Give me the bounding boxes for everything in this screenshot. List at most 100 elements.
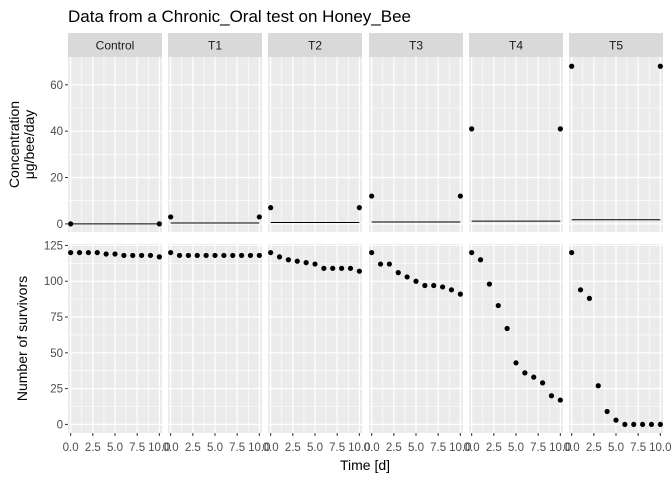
x-tick-label: 5.0: [307, 442, 323, 454]
facet-panel-concentration-t2: [268, 57, 362, 232]
data-point: [657, 421, 663, 428]
facet-panel-survivors-t3: 0.0 2.5 5.0 7.5 10.0: [364, 244, 472, 454]
data-point: [404, 274, 410, 280]
facet-strip-label: Control: [96, 39, 135, 53]
x-tick-label: 0.0: [364, 442, 380, 454]
data-point: [513, 360, 519, 366]
facet-strip-label: T5: [609, 39, 623, 53]
y-axis-concentration: 0 20 40 60: [50, 80, 68, 231]
data-point: [268, 249, 274, 256]
data-point: [395, 270, 401, 276]
data-point: [185, 252, 191, 259]
data-point: [486, 281, 492, 287]
y-axis-title: μg/bee/day: [21, 110, 37, 180]
y-tick-label: 25: [50, 384, 63, 396]
facet-panel-concentration-t3: [369, 57, 463, 232]
data-point: [276, 254, 283, 260]
data-point: [256, 252, 262, 259]
data-point: [230, 252, 236, 259]
y-tick-label: 0: [57, 419, 63, 431]
x-tick-label: 2.5: [85, 442, 101, 454]
data-point: [121, 252, 127, 259]
data-point: [303, 260, 309, 266]
data-point: [557, 397, 563, 403]
data-point: [631, 421, 637, 428]
data-point: [239, 252, 245, 259]
facet-strip-background: [68, 33, 162, 57]
data-point: [557, 126, 563, 132]
x-tick-label: 7.5: [530, 442, 546, 454]
facet-strip: Control: [68, 33, 162, 57]
data-point: [294, 258, 300, 264]
data-point: [221, 252, 227, 259]
data-point: [586, 295, 592, 302]
data-point: [431, 282, 437, 289]
data-point: [595, 383, 601, 389]
data-point: [377, 261, 384, 267]
x-tick-label: 5.0: [408, 442, 424, 454]
data-point: [347, 265, 354, 271]
x-tick-label: 2.5: [586, 442, 602, 454]
facet-panel-concentration-control: [68, 57, 162, 232]
facet-panel-survivors-t2: 0.0 2.5 5.0 7.5 10.0: [263, 244, 371, 454]
data-point: [613, 417, 619, 423]
data-point: [577, 287, 584, 293]
x-tick-label: 0.0: [163, 442, 179, 454]
data-point: [330, 265, 336, 271]
x-tick-label: 10.0: [649, 442, 671, 454]
data-point: [94, 249, 100, 256]
data-point: [369, 193, 375, 199]
facet-strip: T3: [369, 33, 463, 57]
data-point: [622, 421, 628, 428]
facet-strip-label: T2: [308, 39, 322, 53]
data-point: [448, 287, 455, 293]
facet-strip: T1: [168, 33, 262, 57]
data-point: [130, 252, 136, 259]
x-tick-label: 0.0: [464, 442, 480, 454]
data-point: [413, 278, 419, 284]
data-point: [147, 252, 154, 259]
facet-strip-background: [469, 33, 563, 57]
data-point: [604, 408, 610, 415]
x-tick-label: 7.5: [129, 442, 145, 454]
data-point: [85, 249, 91, 256]
data-point: [268, 205, 274, 211]
x-tick-label: 10.0: [148, 442, 170, 454]
data-point: [139, 252, 145, 259]
facet-strip: T4: [469, 33, 563, 57]
data-point: [312, 261, 318, 267]
data-point: [212, 252, 218, 259]
y-axis-title: Number of survivors: [14, 276, 30, 401]
data-point: [531, 374, 537, 380]
data-point: [203, 252, 209, 259]
data-point: [569, 63, 575, 69]
y-axis-title: Concentration: [6, 101, 22, 188]
data-point: [68, 221, 74, 227]
data-point: [156, 254, 162, 260]
x-tick-label: 7.5: [329, 442, 345, 454]
facet-strip-background: [569, 33, 663, 57]
x-tick-label: 2.5: [185, 442, 201, 454]
facet-strip-label: T4: [509, 39, 523, 53]
facet-panel-survivors-t5: 0.0 2.5 5.0 7.5 10.0: [564, 244, 672, 454]
x-tick-label: 10.0: [248, 442, 270, 454]
data-point: [548, 393, 555, 399]
facet-panel-survivors-control: 0.0 2.5 5.0 7.5 10.0: [63, 244, 171, 454]
facet-strip-background: [369, 33, 463, 57]
facet-panel-concentration-t4: [469, 57, 563, 232]
data-point: [477, 257, 484, 263]
data-point: [657, 63, 663, 69]
data-point: [648, 421, 655, 428]
data-point: [339, 265, 345, 271]
facet-strip: T2: [268, 33, 362, 57]
data-point: [256, 214, 262, 220]
x-tick-label: 5.0: [508, 442, 524, 454]
data-point: [168, 214, 174, 220]
y-tick-label: 0: [57, 219, 63, 231]
data-point: [440, 284, 446, 290]
data-point: [103, 251, 109, 257]
data-point: [76, 249, 83, 256]
data-point: [386, 261, 392, 267]
